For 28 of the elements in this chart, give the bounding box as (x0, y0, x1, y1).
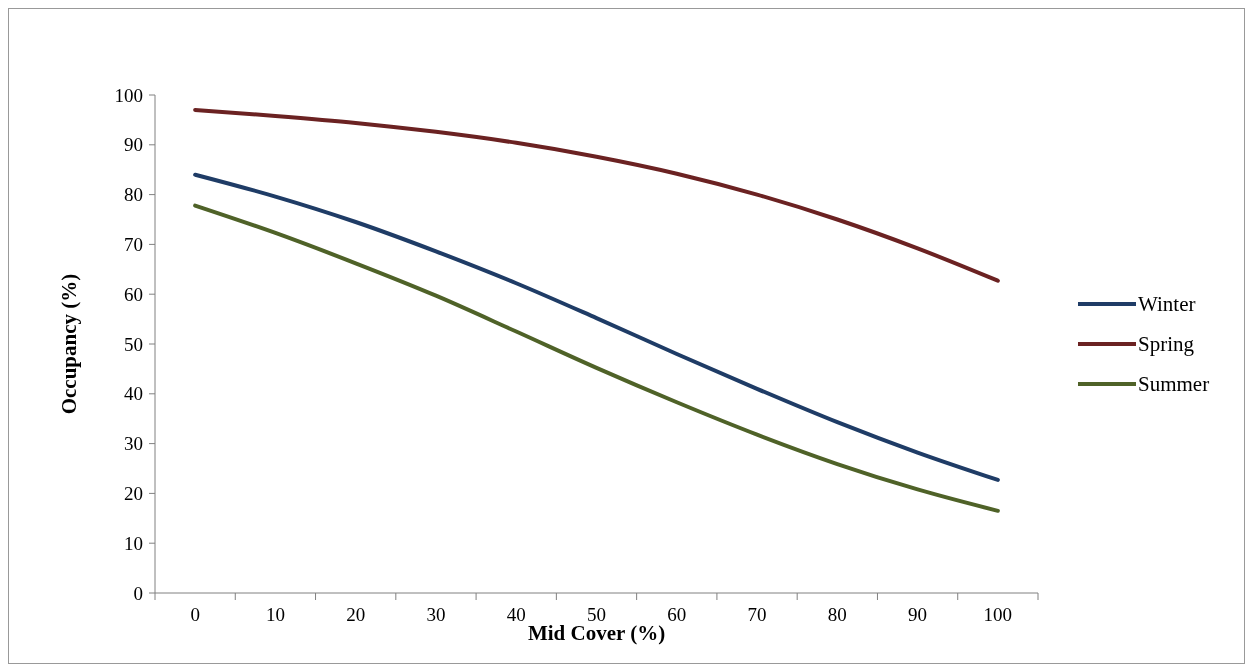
x-tick-label: 30 (426, 604, 446, 625)
x-tick-label: 90 (908, 604, 928, 625)
x-tick-label: 0 (190, 604, 200, 625)
line-series (193, 203, 1000, 513)
x-tick-label: 100 (983, 604, 1013, 625)
x-tick-label: 70 (747, 604, 767, 625)
line-series (193, 172, 1000, 482)
y-tick-label: 40 (124, 383, 143, 405)
y-tick-label: 10 (124, 532, 143, 554)
x-tick-label: 40 (506, 604, 526, 625)
legend-label: Summer (1138, 372, 1210, 397)
y-tick-label: 60 (124, 283, 143, 305)
x-tick-label: 20 (346, 604, 366, 625)
x-tick-label: 10 (265, 604, 285, 625)
y-tick-label: 90 (124, 134, 143, 156)
y-tick-label: 50 (124, 333, 143, 355)
y-tick-label: 70 (124, 234, 143, 256)
line-series (193, 107, 1000, 283)
y-tick-label: 20 (124, 483, 143, 505)
legend-label: Winter (1138, 292, 1196, 317)
y-tick-label: 0 (133, 582, 143, 604)
y-tick-label: 100 (114, 84, 143, 106)
legend-label: Spring (1138, 332, 1195, 357)
x-tick-label: 80 (827, 604, 847, 625)
y-axis-title: Occupancy (%) (57, 273, 81, 415)
x-tick-label: 60 (667, 604, 687, 625)
y-tick-label: 80 (124, 184, 143, 206)
y-tick-label: 30 (124, 433, 143, 455)
